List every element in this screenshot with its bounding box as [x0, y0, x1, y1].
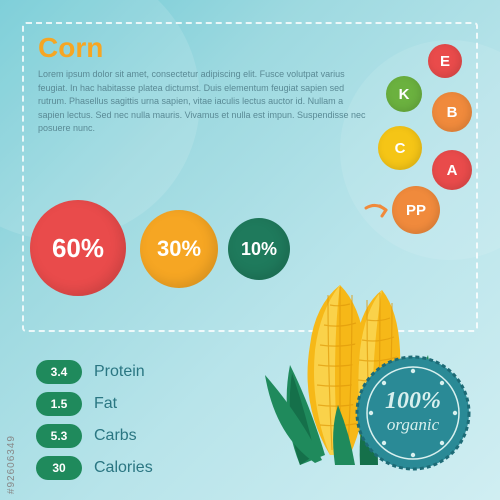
nutrition-value: 30: [36, 456, 82, 480]
vitamin-circle: K: [386, 76, 422, 112]
nutrition-label: Calories: [94, 459, 153, 477]
watermark-id: #92606349: [6, 435, 17, 494]
organic-seal: 100% organic: [354, 354, 472, 472]
seal-bottom-text: organic: [387, 415, 440, 434]
nutrition-row: 30 Calories: [36, 456, 153, 480]
nutrition-label: Protein: [94, 363, 145, 381]
nutrition-row: 1.5 Fat: [36, 392, 153, 416]
nutrition-value: 1.5: [36, 392, 82, 416]
description-text: Lorem ipsum dolor sit amet, consectetur …: [38, 68, 370, 136]
nutrition-row: 5.3 Carbs: [36, 424, 153, 448]
nutrition-label: Carbs: [94, 427, 137, 445]
nutrition-value: 5.3: [36, 424, 82, 448]
vitamin-circle: PP: [392, 186, 440, 234]
nutrition-list: 3.4 Protein 1.5 Fat 5.3 Carbs 30 Calories: [36, 360, 153, 488]
vitamin-circle: A: [432, 150, 472, 190]
nutrition-label: Fat: [94, 395, 117, 413]
percent-circle: 30%: [140, 210, 218, 288]
nutrition-value: 3.4: [36, 360, 82, 384]
percent-circle: 60%: [30, 200, 126, 296]
arrow-icon: [362, 198, 392, 228]
page-title: Corn: [38, 32, 103, 64]
seal-top-text: 100%: [385, 388, 441, 414]
nutrition-row: 3.4 Protein: [36, 360, 153, 384]
vitamin-circle: B: [432, 92, 472, 132]
vitamin-circle: C: [378, 126, 422, 170]
vitamin-circle: E: [428, 44, 462, 78]
